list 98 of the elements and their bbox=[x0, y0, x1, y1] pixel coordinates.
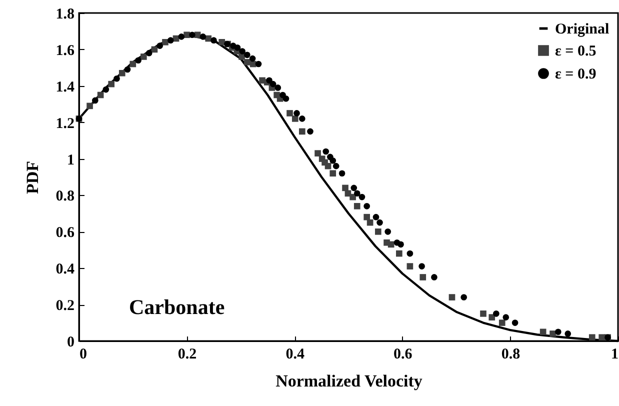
point bbox=[448, 294, 456, 300]
point bbox=[298, 116, 306, 122]
point bbox=[366, 219, 374, 226]
point bbox=[92, 97, 98, 104]
point bbox=[130, 60, 136, 68]
point bbox=[488, 314, 496, 320]
point bbox=[124, 66, 131, 73]
point bbox=[266, 77, 272, 84]
point bbox=[364, 214, 370, 220]
point bbox=[244, 59, 250, 66]
point bbox=[354, 190, 360, 197]
point bbox=[555, 328, 562, 336]
x-axis-title: Normalized Velocity bbox=[276, 372, 423, 390]
point bbox=[364, 203, 370, 210]
point bbox=[234, 44, 241, 51]
point bbox=[398, 241, 404, 248]
point bbox=[114, 75, 120, 82]
point bbox=[146, 50, 152, 56]
point bbox=[384, 228, 392, 235]
point bbox=[294, 110, 300, 116]
point bbox=[135, 57, 142, 64]
point bbox=[118, 70, 126, 76]
point bbox=[178, 34, 185, 40]
point bbox=[330, 157, 336, 164]
x-tick-label: 0.4 bbox=[286, 346, 305, 362]
point bbox=[502, 314, 510, 320]
point bbox=[372, 214, 380, 220]
point bbox=[239, 48, 246, 54]
point bbox=[292, 116, 298, 122]
point bbox=[540, 328, 546, 336]
point bbox=[322, 148, 330, 155]
point bbox=[350, 184, 358, 192]
x-tick-label: 0 bbox=[80, 346, 87, 362]
point bbox=[282, 95, 290, 102]
point bbox=[255, 60, 262, 68]
point bbox=[270, 80, 276, 88]
point bbox=[420, 274, 426, 280]
point bbox=[418, 263, 425, 270]
point bbox=[374, 228, 382, 235]
y-tick-label: 1.2 bbox=[56, 116, 74, 132]
point bbox=[512, 320, 518, 326]
point bbox=[244, 52, 250, 58]
point bbox=[332, 162, 340, 170]
x-tick-label: 0.2 bbox=[178, 346, 197, 362]
point bbox=[200, 34, 206, 40]
point bbox=[218, 38, 225, 46]
y-tick-label: 0.6 bbox=[56, 225, 75, 242]
point bbox=[406, 250, 414, 257]
point bbox=[350, 194, 356, 200]
point bbox=[156, 42, 164, 49]
point bbox=[358, 194, 366, 200]
point bbox=[550, 330, 556, 337]
point bbox=[564, 330, 572, 337]
y-tick-label: 1.8 bbox=[56, 6, 74, 22]
point bbox=[307, 128, 314, 135]
point bbox=[298, 128, 306, 135]
point bbox=[108, 80, 115, 88]
y-tick-label: 1 bbox=[67, 152, 74, 168]
point bbox=[498, 320, 506, 326]
y-tick-label: 0.4 bbox=[56, 262, 75, 278]
y-tick-label: 0 bbox=[67, 334, 74, 350]
point bbox=[338, 170, 346, 177]
y-tick-label: 1.6 bbox=[56, 42, 75, 59]
point bbox=[86, 102, 93, 110]
point bbox=[274, 84, 282, 91]
point bbox=[249, 55, 256, 62]
point bbox=[210, 37, 217, 44]
point bbox=[102, 86, 110, 93]
legend-label: Original bbox=[555, 22, 610, 38]
x-tick-label: 0.8 bbox=[501, 346, 520, 362]
x-tick-label: 1 bbox=[611, 346, 618, 362]
point bbox=[388, 241, 394, 248]
point bbox=[588, 334, 596, 341]
legend-label: ε = 0.5 bbox=[555, 44, 596, 60]
point bbox=[286, 110, 293, 116]
point bbox=[324, 162, 332, 170]
point bbox=[396, 250, 402, 257]
annotation: Carbonate bbox=[129, 295, 225, 319]
point bbox=[480, 310, 486, 317]
point bbox=[376, 219, 383, 226]
y-tick-label: 0.2 bbox=[56, 298, 74, 314]
point bbox=[493, 310, 500, 317]
point bbox=[314, 150, 321, 156]
y-tick-label: 1.4 bbox=[56, 79, 75, 96]
point bbox=[167, 37, 174, 44]
point bbox=[354, 202, 360, 210]
point bbox=[431, 274, 438, 280]
point bbox=[406, 263, 414, 270]
point bbox=[460, 294, 468, 300]
point bbox=[330, 170, 336, 177]
y-axis-title: PDF bbox=[22, 160, 42, 194]
y-tick-label: 0.8 bbox=[56, 188, 74, 205]
point bbox=[97, 92, 104, 98]
point bbox=[189, 32, 196, 38]
point bbox=[140, 54, 147, 60]
legend-label: ε = 0.9 bbox=[555, 66, 596, 82]
x-tick-label: 0.6 bbox=[394, 346, 413, 362]
point bbox=[598, 334, 605, 341]
